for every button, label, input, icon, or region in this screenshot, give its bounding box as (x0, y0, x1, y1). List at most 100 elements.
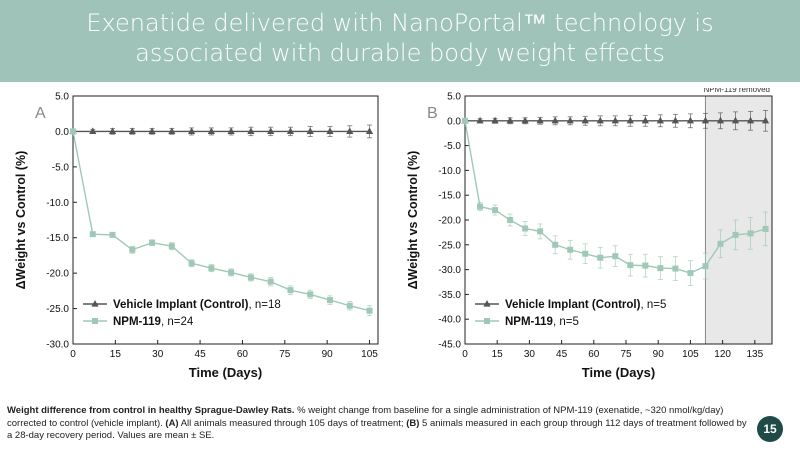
y-tick-label: -20.0 (46, 269, 69, 280)
data-point-vehicle (581, 116, 589, 124)
y-tick-label: -45.0 (438, 340, 461, 351)
data-point-vehicle (148, 127, 156, 135)
data-point-vehicle (476, 116, 484, 124)
x-tick-label: 0 (70, 349, 76, 360)
x-tick-label: 45 (556, 349, 568, 360)
data-point-npm-119 (717, 240, 724, 247)
data-point-vehicle (89, 127, 97, 135)
y-tick-label: -15.0 (46, 233, 69, 244)
x-axis-title: Time (Days) (189, 365, 262, 380)
legend-series-name: Vehicle Implant (Control) (113, 299, 249, 311)
slide-title: Exenatide delivered with NanoPortal™ tec… (0, 8, 800, 68)
y-tick-label: -10.0 (438, 166, 461, 177)
data-point-npm-119 (326, 297, 333, 304)
y-tick-label: 5.0 (447, 92, 461, 103)
data-point-vehicle (326, 127, 334, 135)
data-point-npm-119 (129, 246, 136, 253)
legend-series-name: Vehicle Implant (Control) (505, 299, 641, 311)
x-tick-label: 15 (492, 349, 504, 360)
slide-title-line1: Exenatide delivered with NanoPortal™ tec… (86, 9, 714, 37)
y-axis-title: ΔWeight vs Control (%) (14, 151, 28, 290)
data-point-vehicle (761, 116, 770, 124)
data-point-vehicle (656, 116, 664, 124)
data-point-npm-119 (188, 260, 195, 267)
data-point-npm-119 (70, 128, 76, 135)
x-tick-label: 15 (110, 349, 122, 360)
data-point-npm-119 (687, 270, 694, 277)
x-tick-label: 105 (361, 349, 378, 360)
x-tick-label: 90 (653, 349, 665, 360)
caption-lead: Weight difference from control in health… (7, 405, 295, 416)
series-line-npm-119 (72, 131, 370, 312)
data-point-vehicle (365, 127, 374, 135)
data-point-npm-119 (747, 230, 754, 237)
y-tick-label: -25.0 (46, 304, 69, 315)
data-point-npm-119 (89, 231, 96, 238)
data-point-npm-119 (552, 241, 559, 248)
data-point-npm-119 (168, 243, 175, 250)
data-point-npm-119 (507, 217, 514, 223)
data-point-vehicle (491, 116, 499, 124)
legend-series-n: , n=5 (640, 299, 666, 311)
y-tick-label: -40.0 (438, 315, 461, 326)
legend-marker-vehicle (483, 300, 491, 307)
legend-marker-npm-119 (92, 318, 98, 324)
data-point-vehicle (566, 116, 574, 124)
figure-caption: Weight difference from control in health… (7, 405, 747, 443)
data-point-vehicle (207, 127, 215, 135)
legend-label: NPM-119, n=5 (505, 316, 579, 328)
data-point-vehicle (247, 127, 255, 135)
data-point-npm-119 (492, 207, 499, 214)
data-point-vehicle (611, 116, 619, 124)
x-tick-label: 45 (195, 349, 207, 360)
legend-label: NPM-119, n=24 (113, 316, 194, 328)
data-point-vehicle (521, 116, 529, 124)
y-tick-label: -10.0 (46, 198, 69, 209)
data-point-vehicle (128, 127, 136, 135)
data-point-npm-119 (228, 269, 235, 276)
x-tick-label: 30 (524, 349, 536, 360)
data-point-npm-119 (287, 287, 294, 294)
legend-label: Vehicle Implant (Control), n=5 (505, 299, 666, 311)
data-point-vehicle (716, 116, 725, 124)
legend-label: Vehicle Implant (Control), n=18 (113, 299, 281, 311)
data-point-npm-119 (612, 253, 619, 260)
title-banner (0, 0, 800, 82)
x-tick-label: 30 (152, 349, 164, 360)
y-tick-label: 5.0 (55, 92, 69, 103)
x-tick-label: 60 (237, 349, 249, 360)
data-point-vehicle (227, 127, 235, 135)
chart-panel-b: NPM-119 removed B 5.0 0.0 -5.0 -10.0 -15.0 -20.… (406, 88, 773, 380)
caption-text-2: All animals measured through 105 days of… (178, 417, 407, 429)
x-tick-label: 105 (682, 349, 699, 360)
slide-title-line2: associated with durable body weight effe… (135, 39, 665, 67)
data-point-npm-119 (307, 291, 314, 298)
data-point-vehicle (346, 127, 354, 135)
data-point-vehicle (536, 116, 544, 124)
caption-b-label: (B) (406, 417, 420, 429)
legend-marker-npm-119 (484, 318, 490, 324)
legend-series-n: , n=5 (553, 316, 579, 328)
chart-panel-a: A 5.0 0.0 -5.0 -10.0 -15.0 -20.0 -25.0 -30.00 15 3… (14, 92, 379, 380)
data-point-vehicle (267, 127, 275, 135)
x-tick-label: 0 (462, 349, 468, 360)
data-point-vehicle (506, 116, 514, 124)
x-tick-label: 90 (322, 349, 334, 360)
page-number-badge: 15 (757, 416, 783, 442)
data-point-npm-119 (627, 262, 634, 269)
data-point-npm-119 (109, 231, 116, 238)
legend-series-name: NPM-119 (113, 316, 161, 328)
data-point-npm-119 (672, 265, 679, 272)
data-point-vehicle (701, 116, 710, 124)
data-point-npm-119 (657, 265, 664, 272)
data-point-npm-119 (642, 262, 649, 269)
legend-series-name: NPM-119 (505, 316, 553, 328)
data-point-npm-119 (477, 203, 484, 210)
data-point-npm-119 (567, 246, 574, 253)
legend-series-n: , n=18 (248, 299, 280, 311)
data-point-vehicle (686, 116, 695, 124)
y-axis-title: ΔWeight vs Control (%) (406, 151, 420, 290)
y-tick-label: -35.0 (438, 290, 461, 301)
x-axis-title: Time (Days) (582, 365, 655, 380)
legend-marker-vehicle (91, 300, 99, 307)
